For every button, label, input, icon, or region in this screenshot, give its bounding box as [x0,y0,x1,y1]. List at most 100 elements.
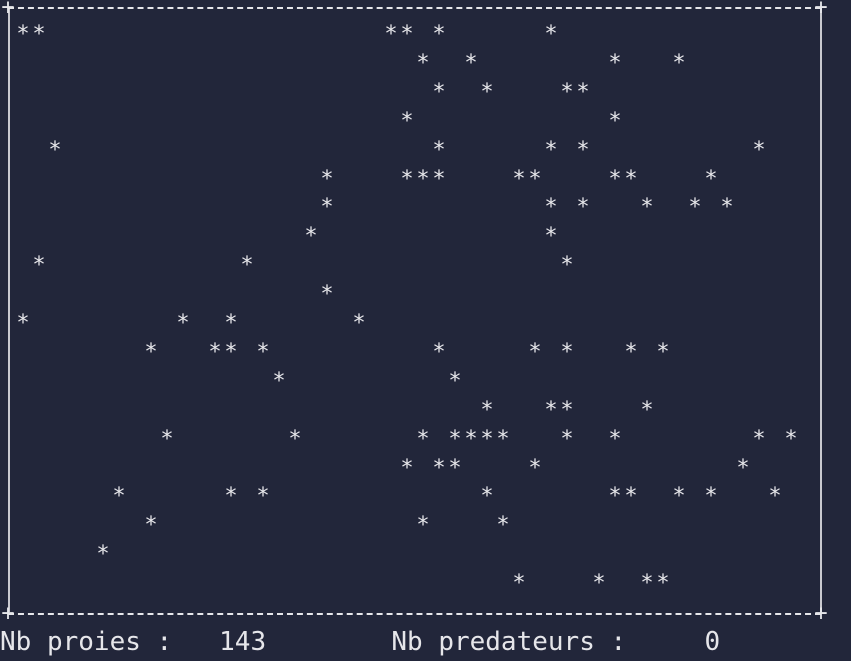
prey-cell: * [448,426,462,452]
prey-cell: * [144,339,158,365]
prey-cell: * [32,22,46,47]
prey-cell: * [752,137,766,163]
prey-cell: * [96,542,110,568]
prey-cell: * [224,484,238,510]
prey-cell: * [768,484,782,510]
prey-cell: * [352,311,366,336]
prey-cell: * [176,311,190,336]
prey-cell: * [528,455,542,481]
prey-cell: * [112,484,126,510]
prey-cell: * [432,22,446,47]
prey-cell: * [224,311,238,336]
prey-cell: * [560,253,574,279]
prey-cell: * [416,50,430,76]
prey-cell: * [320,166,334,192]
prey-cell: * [384,22,398,47]
prey-count-value: 143 [219,627,267,657]
grid-right-border [820,8,822,612]
prey-cell: * [432,166,446,192]
prey-cell: * [304,224,318,250]
prey-cell: * [432,455,446,481]
prey-cell: * [480,397,494,423]
prey-cell: * [640,397,654,423]
prey-cell: * [624,484,638,510]
prey-cell: * [480,484,494,510]
prey-cell: * [208,339,222,365]
prey-cell: * [400,455,414,481]
prey-cell: * [400,22,414,47]
prey-cell: * [544,397,558,423]
grid-bottom-border [8,613,821,615]
predator-count-label: Nb predateurs : [391,627,627,657]
prey-cell: * [432,339,446,365]
prey-cell: * [752,426,766,452]
prey-count-label: Nb proies : [0,627,173,657]
prey-cell: * [560,426,574,452]
prey-cell: * [432,137,446,163]
grid-corner-bottom-left: + [1,601,15,626]
prey-cell: * [464,50,478,76]
prey-cell: * [528,166,542,192]
prey-cell: * [32,253,46,279]
prey-cell: * [48,137,62,163]
prey-cell: * [480,426,494,452]
prey-cell: * [256,339,270,365]
prey-cell: * [160,426,174,452]
prey-cell: * [544,22,558,47]
prey-cell: * [656,571,670,597]
prey-cell: * [16,22,30,47]
prey-cell: * [608,50,622,76]
prey-cell: * [272,368,286,394]
prey-cell: * [560,397,574,423]
prey-cell: * [544,224,558,250]
prey-cell: * [704,166,718,192]
prey-cell: * [736,455,750,481]
prey-cell: * [432,79,446,105]
prey-cell: * [576,195,590,221]
prey-cell: * [608,426,622,452]
prey-cell: * [576,137,590,163]
prey-cell: * [560,339,574,365]
prey-cell: * [704,484,718,510]
prey-cell: * [448,455,462,481]
simulation-grid: + + + + * * * * * * * * * * * * * * * * * * * * * * * * * * * * * * * *… [1,0,828,626]
grid-corner-bottom-right: + [814,601,828,626]
status-bar: Nb proies : 143 Nb predateurs : 0 [0,626,851,658]
prey-cell: * [400,166,414,192]
prey-cell: * [720,195,734,221]
grid-top-border [8,7,821,9]
prey-cell: * [672,484,686,510]
prey-cell: * [544,195,558,221]
prey-cell: * [608,166,622,192]
prey-cell: * [416,166,430,192]
prey-cell: * [224,339,238,365]
grid-left-border [8,8,10,612]
prey-cell: * [496,426,510,452]
prey-cell: * [480,79,494,105]
prey-cell: * [144,513,158,539]
prey-cell: * [448,368,462,394]
prey-cell: * [256,484,270,510]
prey-cell: * [496,513,510,539]
prey-cell: * [288,426,302,452]
prey-cell: * [672,50,686,76]
grid-corner-top-right: + [814,0,828,20]
prey-cell: * [624,339,638,365]
prey-cell: * [784,426,798,452]
prey-cell: * [464,426,478,452]
prey-cell: * [320,195,334,221]
prey-cell: * [512,571,526,597]
prey-cell: * [16,311,30,336]
prey-cell: * [608,108,622,134]
prey-cell: * [528,339,542,365]
prey-cell: * [688,195,702,221]
prey-cell: * [416,426,430,452]
prey-cell: * [512,166,526,192]
prey-cell: * [240,253,254,279]
prey-cell: * [320,282,334,308]
prey-cell: * [656,339,670,365]
prey-cell: * [416,513,430,539]
predator-count-value: 0 [704,627,721,657]
prey-cell: * [576,79,590,105]
